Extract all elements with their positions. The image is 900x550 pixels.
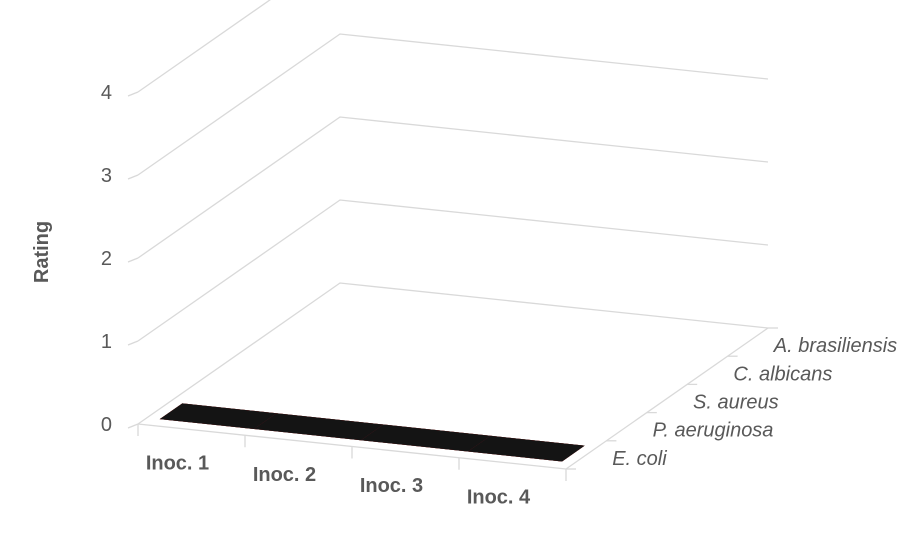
y-tick-mark	[127, 174, 139, 180]
gridline	[137, 0, 271, 93]
bar	[360, 424, 491, 452]
y-tick-label: 0	[101, 414, 112, 436]
y-tick-label: 1	[101, 331, 112, 353]
bar	[159, 403, 277, 430]
x-tick-label: Inoc. 2	[253, 464, 316, 486]
gridline	[137, 33, 769, 176]
y-tick-mark	[127, 91, 139, 97]
series-label: E. coli	[612, 448, 667, 470]
y-tick-mark	[127, 257, 139, 263]
gridline	[137, 116, 769, 259]
series-label: C. albicans	[733, 363, 832, 385]
series-label: P. aeruginosa	[653, 420, 774, 442]
y-axis-label: Rating	[31, 221, 53, 283]
y-tick-label: 3	[101, 165, 112, 187]
grid-lines	[127, 0, 778, 481]
x-tick-label: Inoc. 3	[360, 475, 423, 497]
tick-labels: 0 1 2 3 4 Inoc. 1 Inoc. 2 Inoc. 3 Inoc. 4 E. coli…	[101, 82, 897, 508]
y-tick-mark	[127, 423, 139, 429]
series-label: A. brasiliensis	[773, 335, 897, 357]
series-label: S. aureus	[693, 392, 779, 414]
bar	[253, 413, 384, 441]
x-tick-label: Inoc. 1	[146, 453, 209, 475]
y-tick-label: 4	[101, 82, 112, 104]
gridline	[137, 199, 769, 342]
y-tick-mark	[127, 340, 139, 346]
depth-axis-line	[565, 327, 769, 470]
gridline	[137, 282, 769, 425]
bars	[159, 403, 585, 462]
bar	[467, 435, 585, 462]
x-tick-label: Inoc. 4	[467, 486, 531, 508]
y-tick-label: 2	[101, 248, 112, 270]
